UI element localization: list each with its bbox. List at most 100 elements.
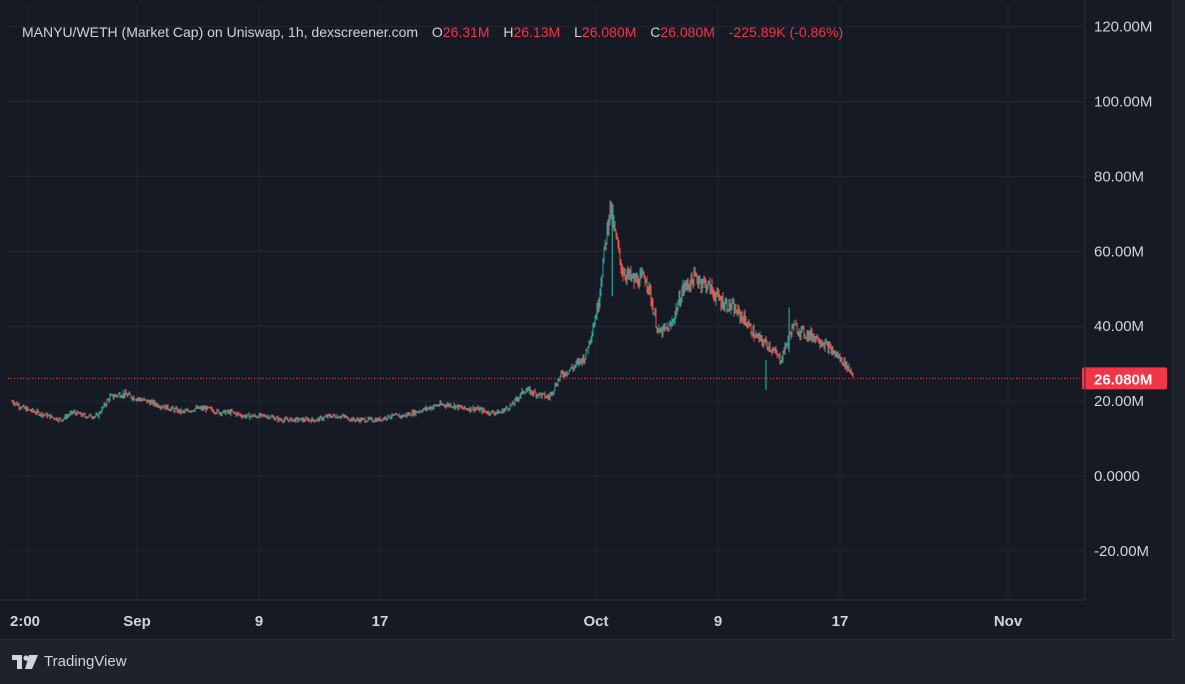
candle-body [452,406,454,408]
candle-body [851,372,853,374]
candle-body [595,317,597,319]
candle-body [299,418,301,421]
candle-body [638,285,640,287]
candle-body [543,393,545,395]
candle-body [486,412,488,414]
candle-body [549,394,551,398]
candle-body [609,201,611,219]
candle-body [558,379,560,381]
candle-body [266,416,268,418]
candle-body [216,409,218,414]
candle-body [219,412,221,414]
legend-low-value: 26.080M [581,24,637,40]
candle-body [101,407,103,413]
chart-area[interactable]: 26.080M 120.00M 100.00M 80.00M 60.00M 40.00M… [0,0,1173,640]
candle-body [717,290,719,294]
candle-body [594,318,596,325]
candle-body [770,350,772,352]
candle-body [26,407,28,412]
candle-body [493,412,495,415]
candle-body [67,415,69,417]
candle-body [763,342,765,345]
candle-body [606,224,608,244]
candle-body [605,242,607,244]
candle-body [143,398,145,401]
candle-body [523,392,525,394]
candle-body [79,412,81,415]
candle-body [269,417,271,419]
candle-body [27,407,29,410]
candle-body [775,349,777,353]
candle-body [448,403,450,406]
candle-body [54,418,56,420]
candle-body [53,417,55,419]
candle-body [48,414,50,416]
candle-body [806,332,808,338]
candle-body [106,400,108,405]
candle-body [264,415,266,417]
candle-body [635,277,637,282]
candle-body [350,418,352,421]
candle-body [842,363,844,366]
candle-body [384,417,386,420]
candle-body [125,391,127,395]
candle-body [554,384,556,391]
candle-body [485,411,487,413]
candle-body [455,405,457,409]
candle-body [731,303,733,308]
candle-body [464,406,466,409]
candle-body [260,414,262,417]
candle-body [36,410,38,414]
candle-body [229,411,231,415]
x-tick-label: 2:00 [10,613,40,630]
candle-body [30,410,32,412]
legend-low-label: L [574,24,582,40]
candle-body [736,312,738,315]
candle-body [388,414,390,418]
candle-body [121,396,123,398]
candle-body [81,415,83,417]
candle-body [681,291,683,301]
legend-high-label: H [503,24,514,40]
candle-body [459,405,461,407]
candle-body [585,349,587,359]
candle-body [725,301,727,303]
candle-body [175,408,177,410]
candle-body [569,369,571,371]
candle-body [289,418,291,422]
candle-body [695,274,697,276]
candle-body [394,414,396,416]
candle-body [45,413,47,416]
candle-body [845,361,847,368]
candle-body [530,390,532,394]
candle-body [506,407,508,409]
candle-body [63,418,65,420]
candle-body [816,335,818,340]
candle-body [203,407,205,410]
tradingview-brand[interactable]: TradingView [12,653,127,670]
candle-body [541,393,543,397]
candle-body [432,407,434,409]
candle-body [810,331,812,338]
candle-body [684,286,686,291]
candle-body [759,335,761,340]
candle-body [140,399,142,401]
candle-body [765,339,767,343]
candle-body [258,414,260,419]
candle-body [198,406,200,409]
candle-body [682,284,684,292]
candle-body [142,400,144,402]
candle-body [442,404,444,406]
candle-body [769,345,771,351]
candle-body [777,354,779,356]
candle-body [112,394,114,398]
candle-body [351,418,353,421]
candle-body [813,336,815,341]
candle-body [697,280,699,285]
candle-body [383,418,385,420]
candlestick-chart[interactable]: 26.080M 120.00M 100.00M 80.00M 60.00M 40.00M… [0,0,1173,640]
candle-body [75,413,77,416]
candle-body [787,339,789,345]
candle-body [262,414,264,416]
candle-body [747,325,749,327]
